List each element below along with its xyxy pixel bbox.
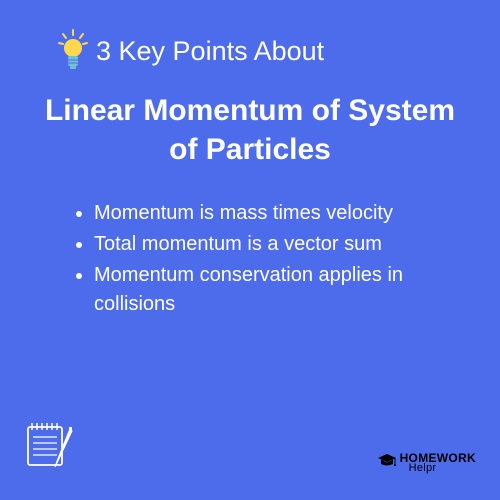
- subtitle-text: 3 Key Points About: [96, 36, 324, 67]
- notepad-icon: [22, 417, 78, 478]
- logo-text: HOMEWORK Helpr: [400, 453, 476, 474]
- list-item: Total momentum is a vector sum: [94, 230, 436, 259]
- list-item: Momentum conservation applies in collisi…: [94, 261, 436, 319]
- graduation-cap-icon: [377, 453, 397, 474]
- infographic-page: 3 Key Points About Linear Momentum of Sy…: [0, 0, 500, 500]
- header-row: 3 Key Points About: [56, 28, 476, 75]
- list-item: Momentum is mass times velocity: [94, 199, 436, 228]
- logo-line2: Helpr: [400, 464, 476, 474]
- brand-logo: HOMEWORK Helpr: [377, 453, 476, 474]
- lightbulb-icon: [56, 28, 90, 75]
- points-list: Momentum is mass times velocity Total mo…: [24, 199, 476, 319]
- page-title: Linear Momentum of System of Particles: [24, 91, 476, 169]
